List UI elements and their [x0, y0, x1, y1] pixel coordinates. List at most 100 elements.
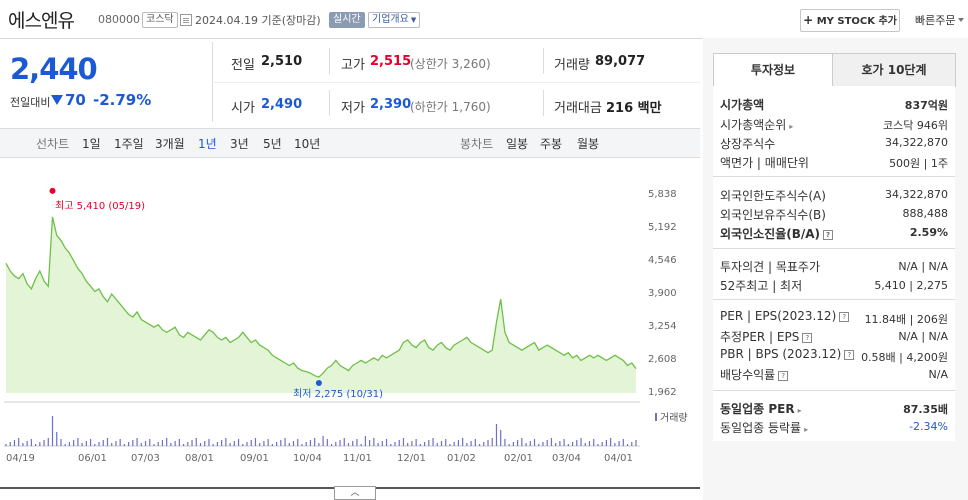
volume-bar	[550, 438, 553, 446]
volume-legend-mark	[655, 413, 657, 421]
prev-close-value: 2,510	[261, 54, 303, 69]
chevron-right-icon: ▸	[789, 122, 794, 131]
opinion-value: N/A | N/A	[898, 260, 948, 273]
volume-bars	[5, 416, 637, 446]
open-label: 시가	[231, 101, 255, 116]
rank-label[interactable]: 시가총액순위 ▸	[720, 116, 793, 133]
volume-bar	[546, 440, 548, 446]
y-tick: 5,838	[648, 189, 677, 200]
range-3y[interactable]: 3년	[230, 137, 249, 151]
volume-bar	[233, 441, 235, 446]
pbr-value: 0.58배 | 4,200원	[861, 351, 948, 364]
help-icon[interactable]: ?	[839, 312, 850, 322]
divider	[212, 82, 700, 83]
open-value: 2,490	[261, 97, 303, 112]
tab-investment-info[interactable]: 투자정보	[713, 53, 833, 87]
help-icon[interactable]: ?	[802, 333, 813, 343]
volume-bar	[318, 443, 320, 446]
add-my-stock-button[interactable]: + MY STOCK 추가	[800, 9, 900, 32]
volume-bar	[56, 432, 58, 446]
range-1w[interactable]: 1주일	[114, 137, 144, 151]
est-per-label: 추정PER | EPS?	[720, 328, 813, 345]
candle-daily[interactable]: 일봉	[506, 137, 529, 151]
divider	[713, 248, 955, 249]
industry-rate-label[interactable]: 동일업종 등락률 ▸	[720, 419, 808, 436]
help-icon[interactable]: ?	[844, 350, 855, 360]
volume-bar	[347, 443, 350, 446]
change-value: 70	[65, 91, 86, 109]
tab-order-book[interactable]: 호가 10단계	[832, 53, 956, 87]
volume-bar	[170, 443, 172, 446]
range-10y[interactable]: 10년	[294, 137, 321, 151]
volume-bar	[191, 440, 193, 446]
volume-bar	[436, 443, 438, 446]
x-tick: 04/19	[6, 453, 35, 464]
volume-bar	[508, 444, 510, 446]
volume-bar	[195, 438, 197, 446]
volume-bar	[394, 442, 396, 446]
down-arrow-icon	[51, 95, 63, 105]
range-5y[interactable]: 5년	[263, 137, 282, 151]
plus-icon: +	[803, 13, 814, 27]
price-area	[6, 216, 636, 393]
quick-order-button[interactable]: 빠른주문	[915, 12, 964, 28]
volume-bar	[601, 442, 603, 446]
divider	[713, 176, 955, 177]
lower-limit: (하한가 1,760)	[410, 100, 491, 114]
volume-bar	[305, 442, 307, 446]
volume-bar	[567, 444, 569, 446]
help-icon[interactable]: ?	[778, 371, 789, 381]
volume-bar	[314, 438, 316, 446]
volume-bar	[43, 440, 45, 446]
x-tick: 03/04	[552, 453, 581, 464]
industry-per-label[interactable]: 동일업종 PER ▸	[720, 400, 802, 417]
volume-bar	[580, 438, 582, 446]
chevron-right-icon: ▸	[804, 425, 809, 434]
range-3m[interactable]: 3개월	[155, 137, 185, 151]
volume-bar	[204, 441, 206, 446]
volume-bar	[153, 444, 155, 446]
per-label: PER | EPS(2023.12)?	[720, 309, 850, 323]
per-label-text: PER | EPS(2023.12)	[720, 309, 837, 323]
x-tick: 11/01	[343, 453, 372, 464]
volume-bar	[5, 444, 7, 446]
volume-bar	[440, 441, 443, 446]
volume-bar	[618, 441, 620, 446]
realtime-badge[interactable]: 실시간	[329, 12, 365, 28]
upper-limit: (상한가 3,260)	[410, 57, 491, 71]
foreign-rate-label-text: 외국인소진율(B/A)	[720, 227, 821, 241]
volume-bar	[237, 439, 240, 446]
volume-bar	[390, 444, 392, 446]
volume-bar	[631, 442, 633, 446]
rank-value: 코스닥 946위	[883, 119, 948, 132]
volume-bar	[13, 440, 16, 446]
x-tick: 04/01	[604, 453, 633, 464]
volume-bar	[212, 444, 214, 446]
volume-label: 거래량	[554, 58, 590, 73]
help-icon[interactable]: ?	[823, 230, 834, 240]
volume-bar	[445, 439, 447, 446]
volume-bar	[462, 438, 464, 446]
volume-bar	[280, 440, 282, 446]
corp-info-button[interactable]: 기업개요 ▼	[368, 12, 421, 28]
volume-bar	[259, 443, 261, 446]
volume-bar	[610, 438, 612, 446]
y-tick: 5,192	[648, 222, 677, 233]
candle-weekly[interactable]: 주봉	[540, 137, 563, 151]
volume-bar	[144, 441, 147, 446]
volume-bar	[254, 438, 257, 446]
corp-info-label: 기업개요	[372, 14, 409, 25]
volume-bar	[128, 442, 130, 446]
candle-monthly[interactable]: 월봉	[577, 137, 600, 151]
range-1d[interactable]: 1일	[82, 137, 101, 151]
volume-bar	[504, 439, 506, 446]
volume-bar	[39, 442, 41, 446]
range-1y[interactable]: 1년	[198, 137, 217, 151]
volume-bar	[335, 442, 337, 446]
collapse-chart-button[interactable]: ︿	[334, 486, 376, 500]
volume-bar	[563, 439, 565, 446]
industry-per-value: 87.35배	[903, 403, 948, 416]
volume-bar	[9, 442, 11, 446]
volume-bar	[538, 444, 540, 446]
volume-bar	[301, 444, 303, 446]
